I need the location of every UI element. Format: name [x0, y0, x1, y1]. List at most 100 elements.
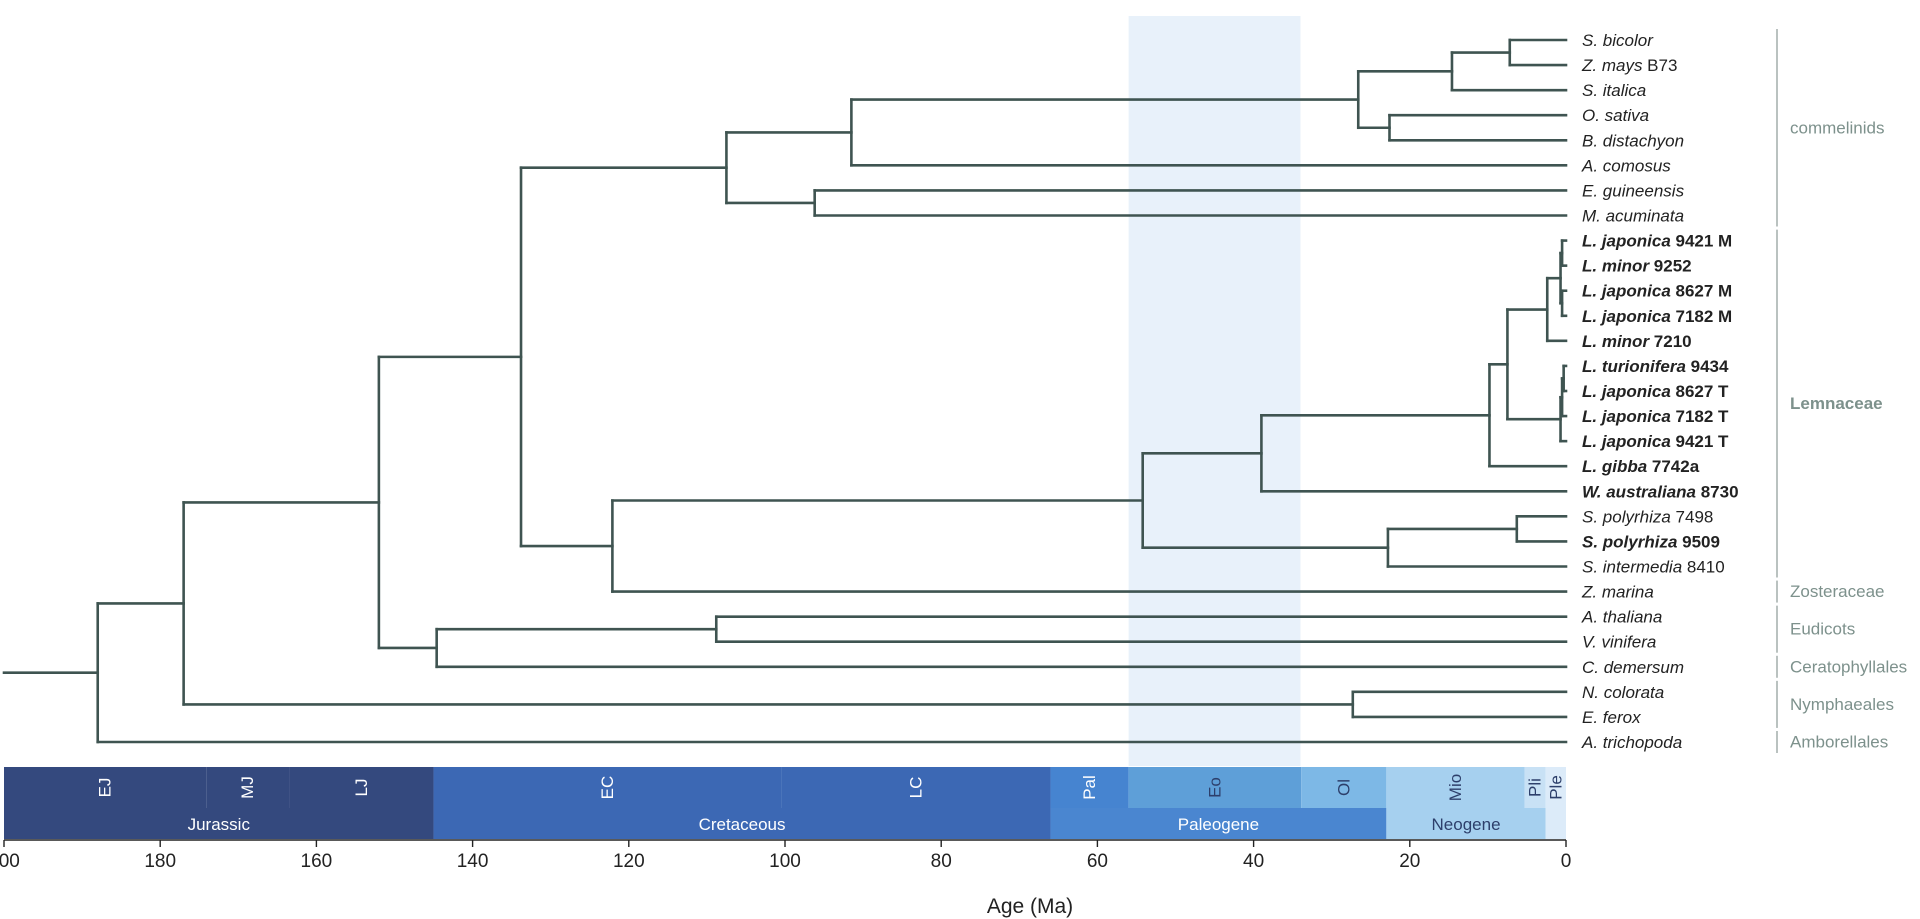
epoch-band-pal — [1050, 767, 1129, 808]
taxon-species: L. turionifera — [1582, 356, 1686, 375]
epoch-band-ple — [1545, 767, 1566, 808]
taxon-species: A. thaliana — [1581, 607, 1662, 626]
taxon-label: Z. mays B73 — [1581, 56, 1677, 75]
epoch-band-pli — [1524, 767, 1546, 808]
epoch-band-lc — [781, 767, 1051, 808]
taxon-strain: 8627 M — [1671, 281, 1732, 300]
taxon-strain: 7210 — [1649, 331, 1692, 350]
taxon-label: V. vinifera — [1582, 632, 1656, 651]
taxon-strain: 9421 T — [1671, 432, 1729, 451]
epoch-label-ol: Ol — [1334, 779, 1353, 796]
taxon-strain: 7498 — [1671, 507, 1714, 526]
taxon-species: L. japonica — [1582, 432, 1671, 451]
x-tick-label: 180 — [144, 851, 176, 872]
taxon-species: L. minor — [1582, 331, 1650, 350]
taxon-species: L. japonica — [1582, 407, 1671, 426]
taxon-strain: 8410 — [1682, 557, 1725, 576]
period-band-jurassic — [4, 808, 434, 839]
taxon-label: L. japonica 9421 T — [1582, 432, 1729, 451]
x-tick-label: 100 — [769, 851, 801, 872]
taxon-label: S. polyrhiza 7498 — [1582, 507, 1713, 526]
epoch-band-mio — [1386, 767, 1525, 808]
period-label-cretaceous: Cretaceous — [699, 815, 786, 834]
taxon-strain: 8627 T — [1671, 382, 1729, 401]
taxon-species: S. polyrhiza — [1582, 532, 1677, 551]
taxon-species: Z. mays — [1581, 56, 1643, 75]
group-label-lemnaceae: Lemnaceae — [1790, 394, 1883, 413]
taxon-species: L. minor — [1582, 256, 1650, 275]
taxon-species: Z. marina — [1581, 582, 1654, 601]
epoch-label-ple: Ple — [1546, 775, 1565, 800]
epoch-label-lc: LC — [906, 777, 925, 799]
group-label-amborellales: Amborellales — [1790, 733, 1888, 752]
period-label-neogene: Neogene — [1432, 815, 1501, 834]
taxon-label: L. japonica 9421 M — [1582, 231, 1732, 250]
taxon-species: O. sativa — [1582, 106, 1649, 125]
taxon-species: S. bicolor — [1582, 31, 1654, 50]
epoch-band-ec — [433, 767, 782, 808]
epoch-label-mio: Mio — [1446, 774, 1465, 801]
epoch-label-ec: EC — [598, 776, 617, 800]
geologic-timescale: EJ MJ LJ EC LC Pal Eo Ol Mio Pli Ple Jurassic Cretac… — [4, 767, 1566, 839]
x-tick-label: 20 — [1399, 851, 1420, 872]
epoch-band-ej — [4, 767, 207, 808]
group-label-zosteraceae: Zosteraceae — [1790, 582, 1885, 601]
period-label-jurassic: Jurassic — [188, 815, 251, 834]
epoch-label-ej: EJ — [96, 778, 115, 798]
group-label-commelinids: commelinids — [1790, 118, 1884, 137]
eocene-highlight-band — [1128, 16, 1301, 766]
epoch-label-lj: LJ — [352, 779, 371, 797]
epoch-band-lj — [289, 767, 434, 808]
taxon-label: C. demersum — [1582, 657, 1684, 676]
epoch-label-mj: MJ — [238, 776, 257, 799]
epoch-band-eo — [1128, 767, 1302, 808]
taxon-species: L. japonica — [1582, 306, 1671, 325]
taxon-label: S. bicolor — [1582, 31, 1654, 50]
x-tick-label: 0 — [1561, 851, 1572, 872]
taxon-species: M. acuminata — [1582, 206, 1684, 225]
taxon-label: E. guineensis — [1582, 181, 1685, 200]
taxon-labels: S. bicolor Z. mays B73 S. italica O. sativa… — [1581, 31, 1739, 752]
taxon-label: S. intermedia 8410 — [1582, 557, 1725, 576]
group-label-ceratophyllales: Ceratophyllales — [1790, 657, 1907, 676]
eocene-highlight-layer — [1128, 16, 1301, 766]
epoch-label-pli: Pli — [1526, 778, 1545, 797]
x-tick-label: 200 — [0, 851, 20, 872]
taxon-label: Z. marina — [1581, 582, 1654, 601]
x-axis-title: Age (Ma) — [987, 895, 1073, 918]
clade-group-labels: commelinids Lemnaceae Zosteraceae Eudicots C… — [1776, 29, 1907, 753]
group-label-nymphaeales: Nymphaeales — [1790, 695, 1894, 714]
x-tick-label: 120 — [613, 851, 645, 872]
taxon-species: V. vinifera — [1582, 632, 1656, 651]
x-tick-label: 40 — [1243, 851, 1264, 872]
taxon-strain: 8730 — [1696, 482, 1739, 501]
taxon-species: L. japonica — [1582, 382, 1671, 401]
taxon-label: A. thaliana — [1581, 607, 1662, 626]
taxon-species: E. ferox — [1582, 707, 1641, 726]
taxon-label: A. comosus — [1581, 156, 1671, 175]
x-tick-label: 60 — [1087, 851, 1108, 872]
taxon-species: A. trichopoda — [1581, 733, 1682, 752]
taxon-label: L. japonica 7182 T — [1582, 407, 1729, 426]
age-axis: 200180160140120100806040200Age (Ma) — [0, 839, 1572, 918]
period-band-neogene — [1386, 808, 1546, 839]
tree-branches — [2, 38, 1568, 744]
period-band-paleogene — [1050, 808, 1387, 839]
taxon-strain: B73 — [1642, 56, 1677, 75]
taxon-species: S. intermedia — [1582, 557, 1682, 576]
taxon-label: L. japonica 7182 M — [1582, 306, 1732, 325]
taxon-label: S. polyrhiza 9509 — [1582, 532, 1720, 551]
taxon-strain: 7182 T — [1671, 407, 1729, 426]
x-tick-label: 80 — [931, 851, 952, 872]
epoch-band-ol — [1301, 767, 1387, 808]
taxon-species: N. colorata — [1582, 682, 1664, 701]
epoch-band-mj — [206, 767, 290, 808]
taxon-species: W. australiana — [1582, 482, 1696, 501]
epoch-label-pal: Pal — [1080, 775, 1099, 800]
taxon-species: E. guineensis — [1582, 181, 1685, 200]
epoch-label-eo: Eo — [1205, 777, 1224, 798]
taxon-label: E. ferox — [1582, 707, 1641, 726]
taxon-species: S. polyrhiza — [1582, 507, 1671, 526]
taxon-species: L. japonica — [1582, 231, 1671, 250]
